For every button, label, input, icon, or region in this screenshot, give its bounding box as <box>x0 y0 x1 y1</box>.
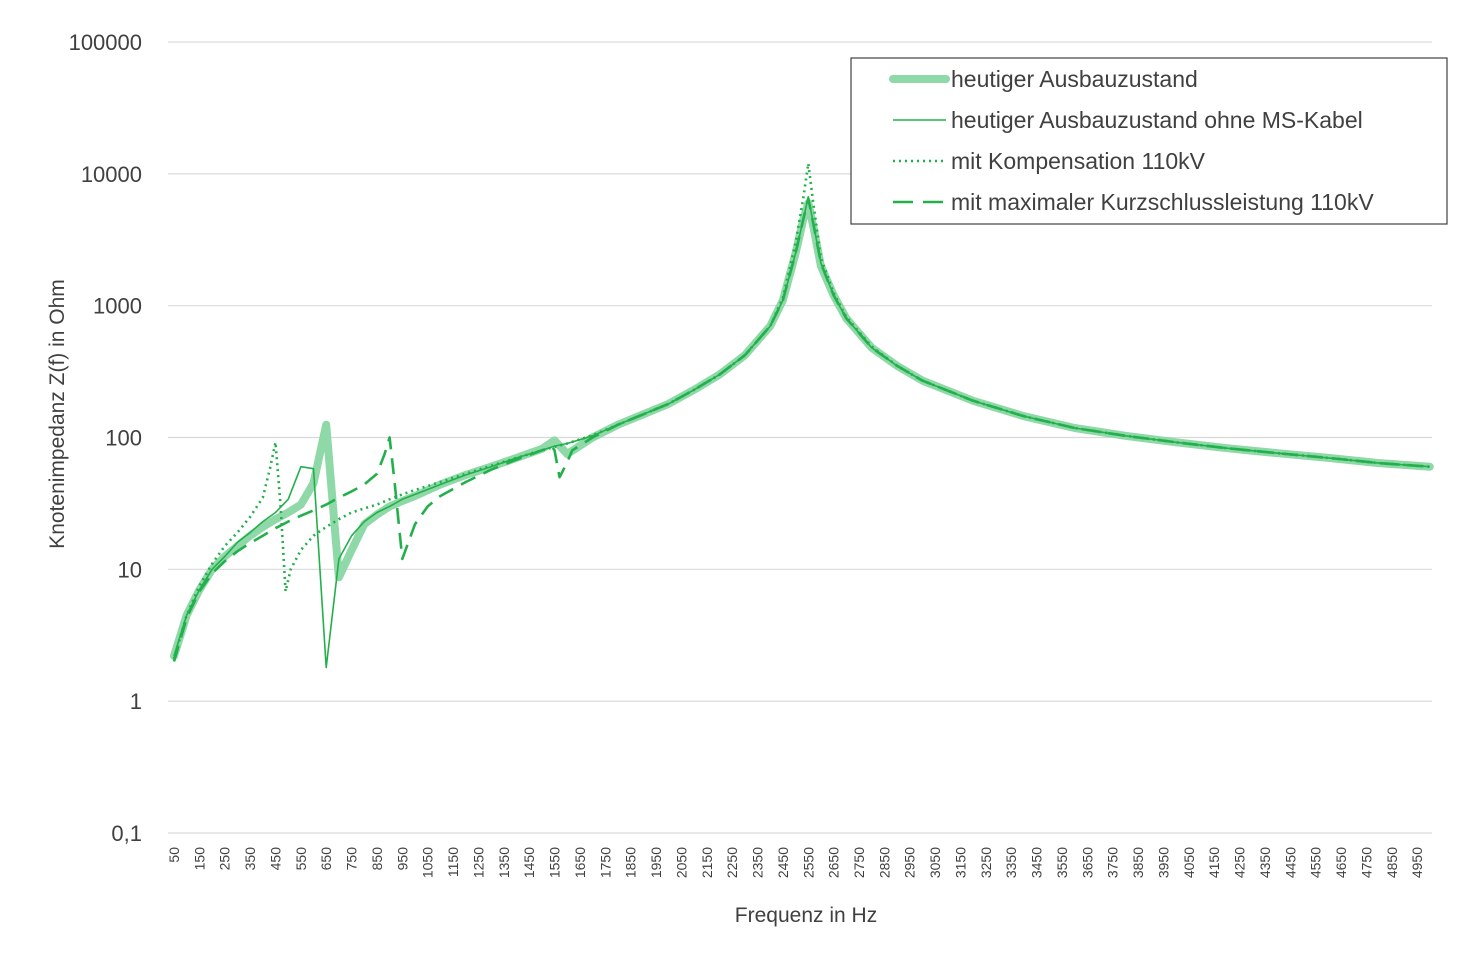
legend-box <box>850 57 1448 225</box>
x-tick-label: 750 <box>344 847 360 871</box>
y-tick-label: 10000 <box>81 162 142 187</box>
x-tick-label: 1950 <box>648 847 664 878</box>
y-tick-label: 1000 <box>93 294 142 319</box>
series-lines <box>170 162 1434 669</box>
x-tick-label: 4850 <box>1384 847 1400 878</box>
x-tick-label: 2850 <box>876 847 892 878</box>
x-tick-label: 350 <box>242 847 258 871</box>
x-tick-label: 150 <box>191 847 207 871</box>
y-tick-label: 100000 <box>69 30 142 55</box>
x-tick-label: 4750 <box>1358 847 1374 878</box>
x-tick-label: 2450 <box>775 847 791 878</box>
gridlines <box>168 41 1432 834</box>
y-tick-label: 100 <box>105 426 142 451</box>
x-tick-label: 1050 <box>420 847 436 878</box>
x-tick-label: 4950 <box>1409 847 1425 878</box>
x-tick-label: 2550 <box>800 847 816 878</box>
x-tick-label: 2250 <box>724 847 740 878</box>
y-axis-ticks: 0,1 1 10 100 1000 10000 100000 <box>69 30 142 846</box>
series-line-mit-maximaler-kurzschlussleistung-110kv <box>172 197 1430 662</box>
x-tick-label: 4450 <box>1282 847 1298 878</box>
legend-label: heutiger Ausbauzustand ohne MS-Kabel <box>951 107 1363 133</box>
y-tick-label: 10 <box>118 557 142 582</box>
x-tick-label: 3250 <box>978 847 994 878</box>
legend-label: mit Kompensation 110kV <box>951 148 1206 174</box>
x-tick-label: 2350 <box>750 847 766 878</box>
x-tick-label: 3650 <box>1079 847 1095 878</box>
x-tick-label: 450 <box>267 847 283 871</box>
series-line-heutiger-ausbauzustand-ohne-ms-kabel <box>173 196 1430 669</box>
y-tick-label: 1 <box>130 689 142 714</box>
y-tick-label: 0,1 <box>111 821 142 846</box>
x-tick-label: 1550 <box>547 847 563 878</box>
x-tick-label: 650 <box>318 847 334 871</box>
x-tick-label: 4150 <box>1206 847 1222 878</box>
x-tick-label: 1250 <box>470 847 486 878</box>
x-tick-label: 4350 <box>1257 847 1273 878</box>
x-tick-label: 3050 <box>927 847 943 878</box>
x-tick-label: 4550 <box>1308 847 1324 878</box>
x-tick-label: 2150 <box>699 847 715 878</box>
x-tick-label: 850 <box>369 847 385 871</box>
x-tick-label: 2650 <box>826 847 842 878</box>
x-axis-title: Frequenz in Hz <box>735 904 877 927</box>
x-tick-label: 1150 <box>445 847 461 877</box>
x-tick-label: 2750 <box>851 847 867 878</box>
x-tick-label: 3450 <box>1029 847 1045 878</box>
x-tick-label: 2950 <box>902 847 918 878</box>
legend-label: heutiger Ausbauzustand <box>951 66 1198 92</box>
x-tick-label: 50 <box>166 847 182 863</box>
x-tick-label: 1750 <box>597 847 613 878</box>
series-line-heutiger-ausbauzustand <box>170 199 1434 660</box>
x-tick-label: 4650 <box>1333 847 1349 878</box>
legend-label: mit maximaler Kurzschlussleistung 110kV <box>951 189 1374 215</box>
x-tick-label: 3150 <box>952 847 968 878</box>
x-axis-ticks: 50 150 250 350 450 550 650 750 850 950 1050 1150 125… <box>166 847 1425 878</box>
x-tick-label: 1850 <box>623 847 639 878</box>
x-tick-label: 3750 <box>1105 847 1121 878</box>
x-tick-label: 2050 <box>673 847 689 878</box>
legend: heutiger Ausbauzustand heutiger Ausbauzus… <box>850 57 1448 225</box>
x-tick-label: 4250 <box>1232 847 1248 878</box>
x-tick-label: 550 <box>293 847 309 871</box>
x-tick-label: 3850 <box>1130 847 1146 878</box>
x-tick-label: 3350 <box>1003 847 1019 878</box>
x-tick-label: 250 <box>217 847 233 871</box>
y-axis-title: Knotenimpedanz Z(f) in Ohm <box>46 279 69 549</box>
x-tick-label: 1650 <box>572 847 588 878</box>
x-tick-label: 3550 <box>1054 847 1070 878</box>
x-tick-label: 1450 <box>521 847 537 878</box>
x-tick-label: 1350 <box>496 847 512 878</box>
x-tick-label: 4050 <box>1181 847 1197 878</box>
x-tick-label: 950 <box>394 847 410 871</box>
x-tick-label: 3950 <box>1155 847 1171 878</box>
